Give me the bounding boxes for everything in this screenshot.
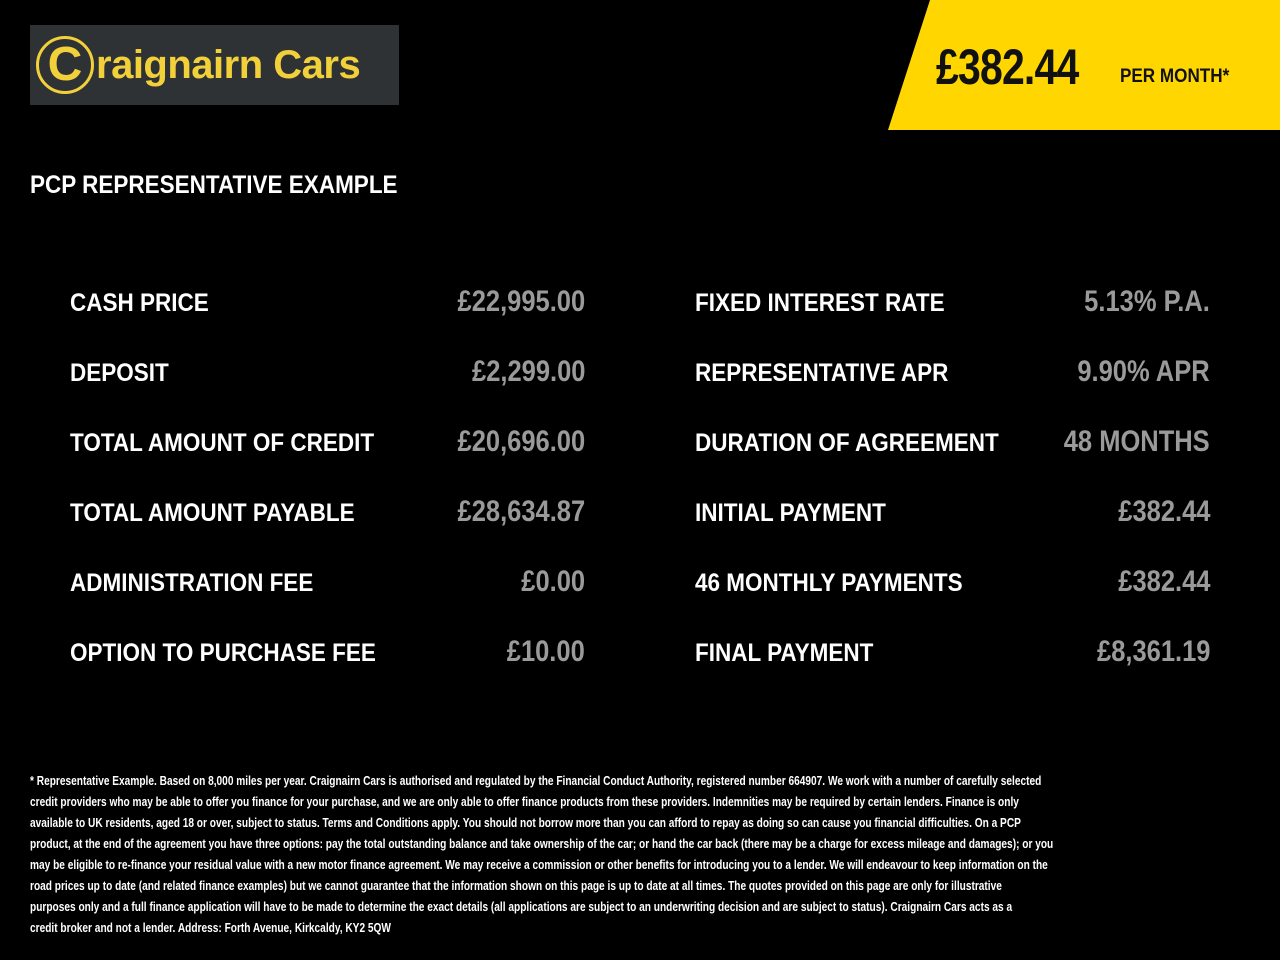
- finance-row: 46 MONTHLY PAYMENTS £382.44: [695, 565, 1210, 635]
- row-label: FIXED INTEREST RATE: [695, 289, 945, 317]
- row-value: £22,995.00: [457, 285, 585, 318]
- row-label: TOTAL AMOUNT PAYABLE: [70, 499, 355, 527]
- disclaimer-line: available to UK residents, aged 18 or ov…: [30, 815, 1021, 830]
- row-label: INITIAL PAYMENT: [695, 499, 886, 527]
- finance-details-right: FIXED INTEREST RATE 5.13% P.A. REPRESENTAT…: [695, 285, 1210, 705]
- row-value: 48 MONTHS: [1064, 425, 1210, 458]
- finance-row: OPTION TO PURCHASE FEE £10.00: [70, 635, 585, 705]
- row-label: REPRESENTATIVE APR: [695, 359, 949, 387]
- row-value: £382.44: [1117, 495, 1210, 528]
- disclaimer-line: may be eligible to re-finance your resid…: [30, 857, 1048, 872]
- row-label: FINAL PAYMENT: [695, 639, 874, 667]
- section-title: PCP REPRESENTATIVE EXAMPLE: [30, 171, 398, 199]
- finance-row: TOTAL AMOUNT OF CREDIT £20,696.00: [70, 425, 585, 495]
- per-month-label: PER MONTH*: [1120, 66, 1230, 87]
- row-label: OPTION TO PURCHASE FEE: [70, 639, 376, 667]
- row-value: £20,696.00: [457, 425, 585, 458]
- logo-c-mark: C: [36, 36, 94, 94]
- finance-row: DURATION OF AGREEMENT 48 MONTHS: [695, 425, 1210, 495]
- disclaimer-line: product, at the end of the agreement you…: [30, 836, 1054, 851]
- monthly-price: £382.44: [936, 39, 1079, 95]
- finance-row: ADMINISTRATION FEE £0.00: [70, 565, 585, 635]
- row-value: £8,361.19: [1096, 635, 1210, 668]
- monthly-price-banner: £382.44 PER MONTH*: [888, 0, 1280, 130]
- row-label: ADMINISTRATION FEE: [70, 569, 314, 597]
- disclaimer-line: credit providers who may be able to offe…: [30, 794, 1019, 809]
- row-label: 46 MONTHLY PAYMENTS: [695, 569, 963, 597]
- disclaimer-line: road prices up to date (and related fina…: [30, 878, 1002, 893]
- disclaimer: * Representative Example. Based on 8,000…: [30, 770, 1230, 938]
- finance-row: FINAL PAYMENT £8,361.19: [695, 635, 1210, 705]
- finance-row: FIXED INTEREST RATE 5.13% P.A.: [695, 285, 1210, 355]
- finance-row: TOTAL AMOUNT PAYABLE £28,634.87: [70, 495, 585, 565]
- row-label: DEPOSIT: [70, 359, 169, 387]
- disclaimer-line: purposes only and a full finance applica…: [30, 899, 1013, 914]
- disclaimer-line: credit broker and not a lender. Address:…: [30, 920, 392, 935]
- finance-details-left: CASH PRICE £22,995.00 DEPOSIT £2,299.00 TOTA…: [70, 285, 585, 705]
- row-label: DURATION OF AGREEMENT: [695, 429, 999, 457]
- finance-row: REPRESENTATIVE APR 9.90% APR: [695, 355, 1210, 425]
- finance-row: INITIAL PAYMENT £382.44: [695, 495, 1210, 565]
- row-value: £28,634.87: [457, 495, 585, 528]
- row-value: 9.90% APR: [1077, 355, 1210, 388]
- finance-row: CASH PRICE £22,995.00: [70, 285, 585, 355]
- row-label: TOTAL AMOUNT OF CREDIT: [70, 429, 375, 457]
- row-value: £382.44: [1117, 565, 1210, 598]
- logo: C raignairn Cars: [30, 25, 399, 105]
- row-value: £10.00: [506, 635, 585, 668]
- row-label: CASH PRICE: [70, 289, 209, 317]
- finance-row: DEPOSIT £2,299.00: [70, 355, 585, 425]
- row-value: 5.13% P.A.: [1084, 285, 1210, 318]
- logo-text: raignairn Cars: [96, 42, 361, 87]
- row-value: £2,299.00: [471, 355, 585, 388]
- row-value: £0.00: [521, 565, 585, 598]
- disclaimer-line: * Representative Example. Based on 8,000…: [30, 773, 1042, 788]
